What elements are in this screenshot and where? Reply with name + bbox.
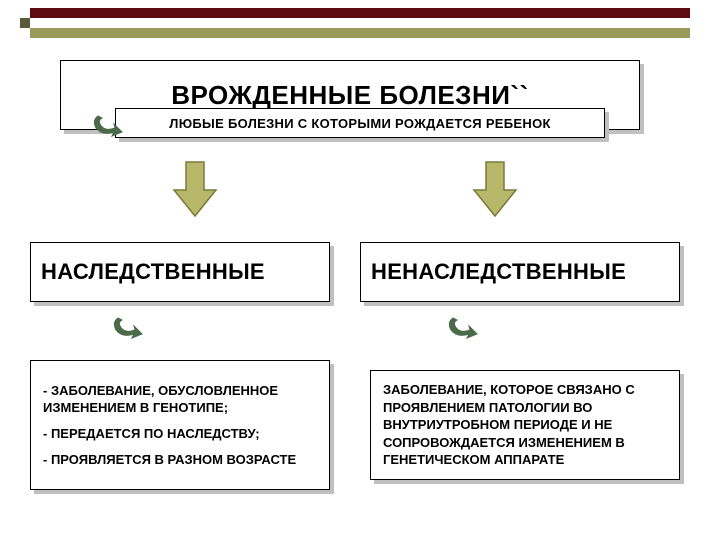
category-left-text: НАСЛЕДСТВЕННЫЕ — [31, 253, 329, 291]
desc-right-text: ЗАБОЛЕВАНИЕ, КОТОРОЕ СВЯЗАНО СПРОЯВЛЕНИЕ… — [371, 371, 679, 479]
down-arrow-icon — [170, 160, 220, 225]
corner-bullet — [20, 18, 30, 28]
subtitle-box: ЛЮБЫЕ БОЛЕЗНИ С КОТОРЫМИ РОЖДАЕТСЯ РЕБЕН… — [115, 108, 605, 138]
category-left-box: НАСЛЕДСТВЕННЫЕ — [30, 242, 330, 302]
swirl-arrow-icon — [90, 110, 130, 140]
top-bar-olive — [30, 28, 690, 38]
top-bar-dark — [30, 8, 690, 18]
category-right-box: НЕНАСЛЕДСТВЕННЫЕ — [360, 242, 680, 302]
desc-left-text: - ЗАБОЛЕВАНИЕ, ОБУСЛОВЛЕННОЕ ИЗМЕНЕНИЕМ … — [31, 372, 329, 478]
swirl-arrow-icon — [445, 312, 485, 342]
desc-left-box: - ЗАБОЛЕВАНИЕ, ОБУСЛОВЛЕННОЕ ИЗМЕНЕНИЕМ … — [30, 360, 330, 490]
swirl-arrow-icon — [110, 312, 150, 342]
category-right-text: НЕНАСЛЕДСТВЕННЫЕ — [361, 253, 679, 291]
desc-right-box: ЗАБОЛЕВАНИЕ, КОТОРОЕ СВЯЗАНО СПРОЯВЛЕНИЕ… — [370, 370, 680, 480]
subtitle-text: ЛЮБЫЕ БОЛЕЗНИ С КОТОРЫМИ РОЖДАЕТСЯ РЕБЕН… — [116, 110, 604, 137]
down-arrow-icon — [470, 160, 520, 225]
